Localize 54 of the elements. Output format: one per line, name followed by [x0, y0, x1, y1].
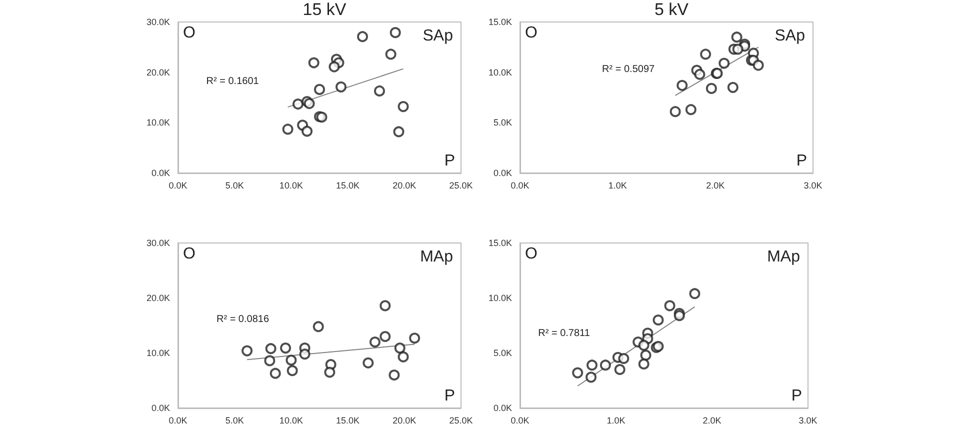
x-tick-label: 5.0K [225, 180, 244, 190]
x-tick-label: 15.0K [336, 416, 360, 426]
x-axis-title: P [444, 152, 455, 170]
y-axis-title: O [525, 246, 538, 262]
annotation: MAp [767, 248, 800, 266]
x-axis-title: P [444, 388, 455, 404]
y-tick-label: 30.0K [146, 17, 170, 27]
x-tick-label: 2.0K [702, 416, 722, 426]
annotation: R² = 0.7811 [538, 328, 590, 339]
x-tick-label: 25.0K [449, 180, 473, 190]
x-tick-label: 20.0K [392, 416, 416, 426]
annotation: SAp [774, 28, 806, 44]
y-tick-label: 0.0K [493, 403, 512, 413]
x-tick-label: 0.0K [510, 180, 530, 190]
y-axis-title: O [525, 24, 538, 42]
x-tick-label: 10.0K [279, 416, 303, 426]
x-tick-label: 0.0K [168, 416, 188, 426]
y-tick-label: 30.0K [146, 238, 170, 248]
x-tick-label: 1.0K [606, 416, 626, 426]
x-axis-title: P [796, 152, 807, 170]
y-tick-label: 10.0K [488, 293, 512, 303]
annotation: R² = 0.1601 [206, 76, 260, 87]
chart-title: 5 kV [654, 0, 690, 19]
x-axis-title: P [791, 388, 802, 404]
y-tick-label: 10.0K [488, 67, 512, 78]
chart-title: 15 kV [302, 0, 347, 19]
annotation: SAp [422, 28, 454, 44]
x-tick-label: 20.0K [392, 180, 416, 190]
y-tick-label: 20.0K [146, 67, 170, 78]
annotation: R² = 0.5097 [602, 64, 656, 75]
annotation: MAp [420, 248, 454, 266]
y-tick-label: 10.0K [146, 348, 170, 358]
x-tick-label: 3.0K [798, 416, 818, 426]
x-tick-label: 0.0K [510, 416, 530, 426]
y-tick-label: 10.0K [146, 118, 170, 128]
x-tick-label: 15.0K [336, 180, 360, 190]
y-tick-label: 5.0K [493, 348, 512, 358]
x-tick-label: 25.0K [449, 416, 473, 426]
y-tick-label: 0.0K [151, 403, 170, 413]
y-tick-label: 15.0K [488, 238, 512, 248]
x-tick-label: 3.0K [804, 180, 822, 190]
y-axis-title: O [183, 246, 196, 262]
annotation: R² = 0.0816 [216, 314, 270, 325]
y-tick-label: 15.0K [488, 17, 512, 27]
x-tick-label: 5.0K [225, 416, 244, 426]
x-tick-label: 0.0K [168, 180, 188, 190]
x-tick-label: 2.0K [706, 180, 725, 190]
y-tick-label: 0.0K [151, 168, 170, 178]
y-tick-label: 0.0K [493, 168, 512, 178]
y-axis-title: O [183, 24, 196, 42]
x-tick-label: 10.0K [279, 180, 303, 190]
y-tick-label: 20.0K [146, 293, 170, 303]
y-tick-label: 5.0K [493, 118, 512, 128]
x-tick-label: 1.0K [608, 180, 627, 190]
